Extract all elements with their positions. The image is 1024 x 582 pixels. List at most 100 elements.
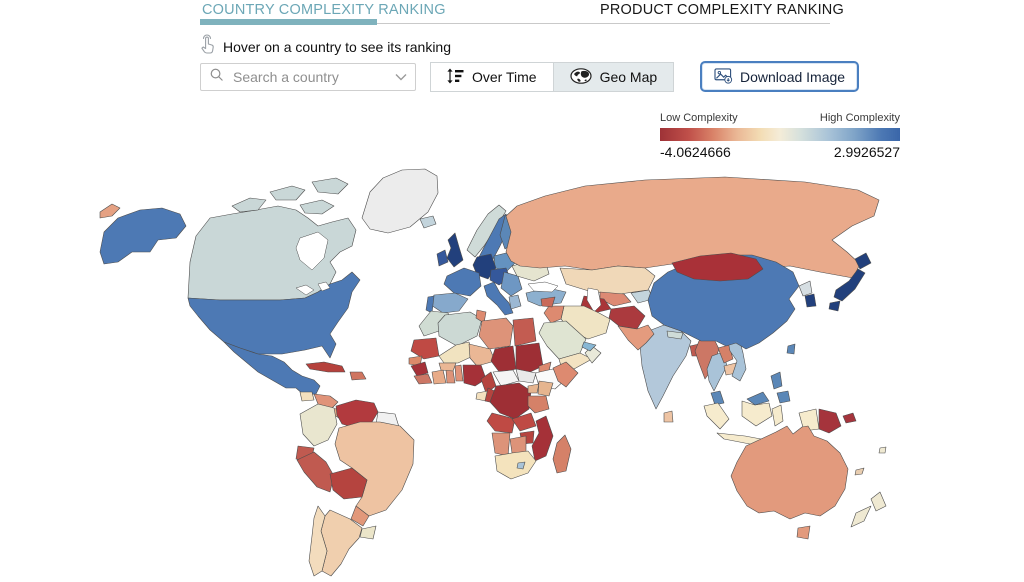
country-norway[interactable] (466, 204, 507, 258)
country-ghana[interactable] (445, 369, 456, 384)
country-malaysia[interactable] (710, 390, 725, 406)
country-kazakhstan[interactable] (559, 265, 656, 295)
country-greenland[interactable] (361, 168, 439, 234)
hover-hint-text: Hover on a country to see its ranking (223, 38, 452, 55)
tab-country-complexity[interactable]: COUNTRY COMPLEXITY RANKING (202, 2, 446, 18)
country-sudan[interactable] (515, 342, 544, 374)
country-france[interactable] (443, 267, 482, 297)
country-portugal[interactable] (425, 295, 435, 314)
download-image-icon (714, 67, 733, 87)
country-north-korea[interactable] (798, 280, 813, 297)
search-input[interactable] (231, 68, 388, 86)
download-image-button[interactable]: Download Image (700, 61, 860, 92)
country-mali[interactable] (438, 341, 474, 364)
country-mexico[interactable] (223, 341, 321, 396)
country-mongolia[interactable] (671, 252, 764, 282)
russia-chukotka[interactable] (99, 203, 121, 219)
globe-icon (569, 67, 592, 87)
country-madagascar[interactable] (552, 434, 572, 474)
country-new-caledonia[interactable] (854, 467, 865, 476)
country-nigeria[interactable] (462, 364, 487, 387)
country-tanzania[interactable] (527, 395, 550, 414)
indonesia-borneo[interactable] (741, 400, 773, 427)
country-chad[interactable] (490, 345, 517, 374)
country-niger[interactable] (468, 343, 496, 367)
country-taiwan[interactable] (786, 343, 796, 355)
ranking-tabs: COUNTRY COMPLEXITY RANKING PRODUCT COMPL… (200, 0, 844, 26)
australia-tasmania[interactable] (796, 525, 811, 540)
country-south-sudan[interactable] (515, 368, 537, 384)
country-ivory-coast[interactable] (431, 369, 447, 385)
country-australia[interactable] (730, 425, 849, 520)
country-chile[interactable] (308, 505, 328, 577)
country-togo-benin[interactable] (454, 364, 464, 382)
indonesia-sumatra[interactable] (703, 402, 730, 430)
country-search-box[interactable] (200, 63, 416, 91)
country-burkina-faso[interactable] (438, 362, 457, 372)
country-uzbekistan[interactable] (599, 291, 632, 307)
country-japan[interactable] (828, 252, 872, 312)
country-alaska[interactable] (99, 207, 187, 265)
country-south-africa[interactable] (494, 450, 537, 480)
legend-low-label: Low Complexity (660, 112, 738, 124)
canada-arctic-islands[interactable] (231, 177, 349, 215)
tabs-baseline (200, 23, 830, 24)
country-paraguay[interactable] (350, 505, 370, 527)
country-uk[interactable] (446, 232, 464, 268)
country-nepal[interactable] (666, 330, 684, 340)
country-lesotho[interactable] (516, 461, 526, 470)
country-libya[interactable] (478, 317, 514, 350)
country-sri-lanka[interactable] (663, 410, 674, 423)
country-sierra-leone[interactable] (413, 373, 433, 385)
country-colombia[interactable] (299, 403, 338, 447)
country-greece[interactable] (508, 294, 522, 310)
country-somalia[interactable] (552, 361, 579, 388)
geo-map-button[interactable]: Geo Map (552, 63, 674, 91)
country-uruguay[interactable] (359, 525, 377, 540)
country-zambia[interactable] (511, 412, 537, 432)
over-time-icon (447, 68, 464, 87)
country-cuba[interactable] (305, 361, 346, 373)
country-guinea[interactable] (410, 361, 429, 377)
country-namibia[interactable] (491, 432, 511, 457)
search-icon (209, 67, 224, 87)
country-balkans[interactable] (500, 271, 523, 297)
country-mozambique[interactable] (531, 415, 554, 462)
country-spain[interactable] (430, 292, 469, 314)
over-time-button[interactable]: Over Time (431, 63, 553, 91)
country-peru[interactable] (296, 451, 335, 493)
country-new-zealand[interactable] (850, 491, 887, 528)
country-mauritania[interactable] (410, 337, 440, 360)
country-png[interactable] (818, 408, 857, 434)
country-italy[interactable] (483, 281, 514, 316)
country-pakistan[interactable] (617, 324, 655, 351)
country-kenya[interactable] (537, 380, 554, 397)
country-ireland[interactable] (436, 249, 449, 267)
country-brazil[interactable] (334, 421, 415, 517)
malaysia-borneo[interactable] (746, 391, 770, 406)
country-botswana[interactable] (509, 435, 527, 454)
indonesia-sulawesi[interactable] (771, 404, 784, 427)
country-philippines[interactable] (770, 371, 791, 404)
download-image-label: Download Image (740, 68, 846, 85)
chevron-down-icon[interactable] (395, 68, 407, 86)
country-bolivia[interactable] (329, 467, 368, 500)
country-egypt[interactable] (512, 317, 537, 347)
country-iraq[interactable] (543, 305, 565, 324)
black-sea (527, 281, 559, 293)
country-angola[interactable] (486, 412, 516, 434)
country-algeria[interactable] (437, 311, 483, 347)
country-afghanistan[interactable] (608, 305, 646, 330)
country-syria[interactable] (540, 296, 556, 308)
country-fiji[interactable] (878, 446, 887, 454)
country-south-korea[interactable] (804, 293, 817, 308)
tab-product-complexity[interactable]: PRODUCT COMPLEXITY RANKING (600, 2, 844, 18)
country-hispaniola[interactable] (349, 371, 367, 381)
country-drc[interactable] (489, 382, 532, 420)
country-guatemala[interactable] (299, 391, 315, 402)
country-uganda[interactable] (527, 383, 540, 394)
country-uae[interactable] (581, 341, 597, 352)
country-iceland[interactable] (419, 215, 437, 229)
country-honduras[interactable] (313, 393, 339, 411)
